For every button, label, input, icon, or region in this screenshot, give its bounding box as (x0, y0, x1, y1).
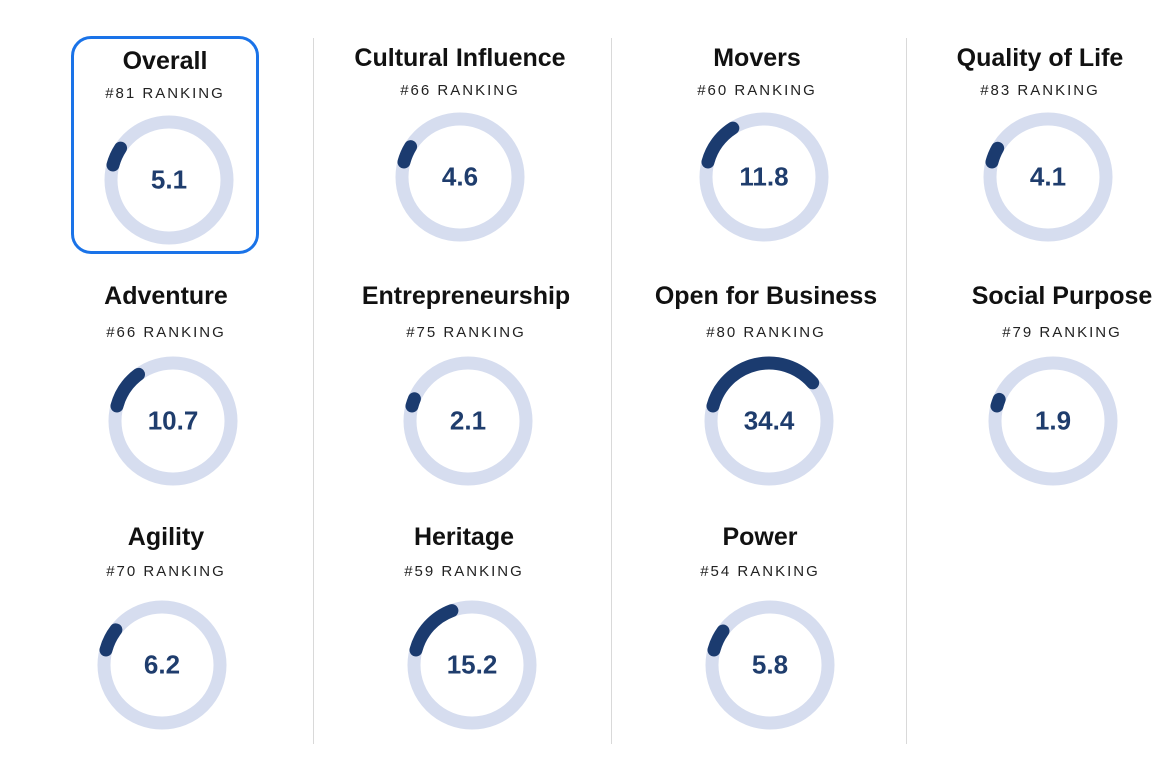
metric-card-agility[interactable]: Agility #70 RANKING 6.2 (66, 517, 266, 735)
progress-ring-graphic (108, 356, 238, 486)
column-divider (611, 38, 612, 744)
ring-progress-arc (409, 604, 459, 657)
metric-title: Power (722, 523, 798, 551)
metric-ring: 2.1 (398, 351, 538, 491)
ring-progress-arc (397, 140, 418, 169)
progress-ring-graphic (988, 356, 1118, 486)
metric-value: 5.8 (751, 649, 789, 680)
ring-track (705, 600, 835, 730)
metric-ring: 4.6 (390, 107, 530, 247)
ring-progress-arc (985, 141, 1005, 169)
metric-ranking: #81 RANKING (105, 85, 225, 102)
metric-value: 10.7 (147, 405, 199, 436)
metric-title: Cultural Influence (354, 44, 566, 72)
metric-card-social-purpose[interactable]: Social Purpose #79 RANKING 1.9 (955, 276, 1169, 494)
ring-progress-arc (110, 367, 146, 413)
progress-ring-graphic (104, 115, 234, 245)
metric-title: Adventure (104, 282, 228, 310)
metric-card-movers[interactable]: Movers #60 RANKING 11.8 (657, 36, 857, 254)
ring-track (108, 356, 238, 486)
progress-ring-graphic (407, 600, 537, 730)
ring-progress-arc (405, 392, 421, 413)
metric-ring: 4.1 (978, 107, 1118, 247)
metric-card-overall[interactable]: Overall #81 RANKING 5.1 (71, 36, 259, 254)
metric-card-quality-of-life[interactable]: Quality of Life #83 RANKING 4.1 (940, 36, 1140, 254)
column-divider (313, 38, 314, 744)
ring-progress-arc (99, 623, 123, 657)
metric-ring: 15.2 (402, 595, 542, 735)
metric-ranking: #79 RANKING (1002, 324, 1122, 341)
metric-title: Heritage (413, 523, 515, 551)
ring-progress-arc (706, 356, 820, 413)
metric-ranking: #54 RANKING (700, 563, 820, 580)
progress-ring-graphic (699, 112, 829, 242)
progress-ring-graphic (983, 112, 1113, 242)
ring-track (988, 356, 1118, 486)
metric-card-power[interactable]: Power #54 RANKING 5.8 (660, 517, 860, 735)
metric-ranking: #83 RANKING (980, 82, 1100, 99)
metric-title: Quality of Life (956, 44, 1124, 72)
metric-ring: 1.9 (983, 351, 1123, 491)
metric-ranking: #60 RANKING (697, 82, 817, 99)
metric-ranking: #80 RANKING (706, 324, 826, 341)
ring-progress-arc (701, 121, 740, 169)
metric-value: 5.1 (150, 164, 188, 195)
ring-progress-arc (990, 392, 1006, 413)
metric-ranking: #66 RANKING (106, 324, 226, 341)
metric-title: Overall (122, 47, 208, 75)
ring-track (699, 112, 829, 242)
ring-track (395, 112, 525, 242)
progress-ring-graphic (97, 600, 227, 730)
ring-track (403, 356, 533, 486)
metric-value: 11.8 (739, 161, 789, 192)
metric-card-entrepreneurship[interactable]: Entrepreneurship #75 RANKING 2.1 (346, 276, 586, 494)
metric-value: 6.2 (143, 649, 181, 680)
metric-ring: 6.2 (92, 595, 232, 735)
progress-ring-graphic (403, 356, 533, 486)
metric-value: 34.4 (743, 405, 795, 436)
metric-ring: 11.8 (694, 107, 834, 247)
metric-value: 4.1 (1029, 161, 1067, 192)
metric-value: 2.1 (449, 405, 487, 436)
metric-value: 1.9 (1034, 405, 1072, 436)
metric-card-heritage[interactable]: Heritage #59 RANKING 15.2 (364, 517, 564, 735)
ring-track (983, 112, 1113, 242)
ring-progress-arc (707, 624, 730, 657)
column-divider (906, 38, 907, 744)
metric-title: Entrepreneurship (361, 282, 571, 310)
metric-title: Open for Business (654, 282, 878, 310)
ring-track (104, 115, 234, 245)
metric-ring: 5.8 (700, 595, 840, 735)
metric-ring: 5.1 (99, 110, 239, 250)
metric-value: 15.2 (446, 649, 498, 680)
metric-ring: 10.7 (103, 351, 243, 491)
metric-ranking: #70 RANKING (106, 563, 226, 580)
metric-ranking: #66 RANKING (400, 82, 520, 99)
ring-track (97, 600, 227, 730)
metric-title: Agility (127, 523, 205, 551)
metric-ring: 34.4 (699, 351, 839, 491)
metric-title: Movers (713, 44, 801, 72)
metric-title: Social Purpose (971, 282, 1153, 310)
metric-ranking: #75 RANKING (406, 324, 526, 341)
metric-ranking: #59 RANKING (404, 563, 524, 580)
metric-card-adventure[interactable]: Adventure #66 RANKING 10.7 (66, 276, 266, 494)
ring-progress-arc (106, 141, 128, 172)
metric-card-open-for-business[interactable]: Open for Business #80 RANKING 34.4 (638, 276, 894, 494)
progress-ring-graphic (704, 356, 834, 486)
metric-card-cultural-influence[interactable]: Cultural Influence #66 RANKING 4.6 (340, 36, 580, 254)
progress-ring-graphic (705, 600, 835, 730)
ring-track (407, 600, 537, 730)
metric-value: 4.6 (441, 161, 479, 192)
progress-ring-graphic (395, 112, 525, 242)
